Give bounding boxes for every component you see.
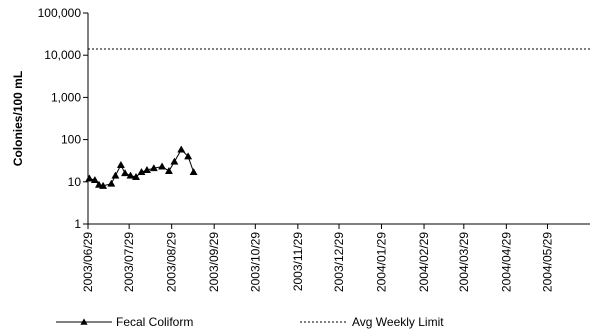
x-tick-label: 2004/02/29 [417, 232, 431, 292]
data-point-marker [99, 181, 108, 189]
y-tick-label: 100,000 [38, 6, 82, 20]
x-tick-label: 2003/10/29 [248, 232, 262, 292]
data-point-marker [90, 175, 99, 184]
x-axis-ticks: 2003/06/29 2003/07/29 2003/08/29 2003/09/29… [81, 224, 554, 292]
x-tick-label: 2003/12/29 [332, 232, 346, 292]
x-tick-label: 2004/05/29 [540, 232, 554, 292]
data-point-marker [177, 145, 186, 153]
data-point-marker [184, 152, 193, 160]
data-point-marker [137, 167, 146, 176]
series-line [89, 148, 195, 187]
legend-label: Fecal Coliform [116, 315, 193, 329]
y-axis-title: Colonies/100 mL [11, 71, 25, 166]
data-point-marker [164, 166, 173, 174]
data-point-marker [131, 172, 141, 180]
y-tick-label: 1,000 [51, 90, 81, 104]
y-axis-ticks: 1 10 100 1,000 10,000 100,000 [38, 6, 88, 231]
series-layer [85, 48, 590, 189]
x-tick-label: 2003/08/29 [165, 232, 179, 292]
data-point-marker [158, 162, 167, 170]
data-point-marker [170, 157, 179, 165]
series-fecal-coliform [85, 145, 198, 189]
data-point-marker [189, 167, 198, 176]
x-tick-label: 2003/07/29 [122, 232, 136, 292]
x-tick-label: 2004/04/29 [499, 232, 513, 292]
y-tick-label: 10,000 [44, 48, 81, 62]
data-point-marker [85, 174, 94, 182]
legend-item-avg-weekly-limit: Avg Weekly Limit [300, 315, 444, 329]
x-tick-label: 2003/09/29 [207, 232, 221, 292]
data-point-marker [149, 164, 158, 172]
data-point-marker [111, 171, 120, 179]
y-tick-label: 10 [68, 175, 82, 189]
x-tick-label: 2003/11/29 [291, 232, 305, 291]
data-point-marker [107, 179, 116, 187]
x-tick-label: 2004/01/29 [375, 232, 389, 292]
data-point-marker [116, 160, 125, 168]
legend-triangle-marker [80, 318, 88, 325]
data-point-marker [126, 171, 135, 179]
x-tick-label: 2004/03/29 [457, 232, 471, 292]
data-point-marker [121, 169, 130, 177]
legend: Fecal Coliform Avg Weekly Limit [56, 315, 444, 329]
legend-item-fecal-coliform: Fecal Coliform [56, 315, 193, 329]
x-tick-label: 2003/06/29 [81, 232, 95, 292]
legend-label: Avg Weekly Limit [352, 315, 444, 329]
y-tick-label: 1 [74, 217, 81, 231]
y-tick-label: 100 [61, 133, 81, 147]
data-point-marker [142, 165, 152, 173]
